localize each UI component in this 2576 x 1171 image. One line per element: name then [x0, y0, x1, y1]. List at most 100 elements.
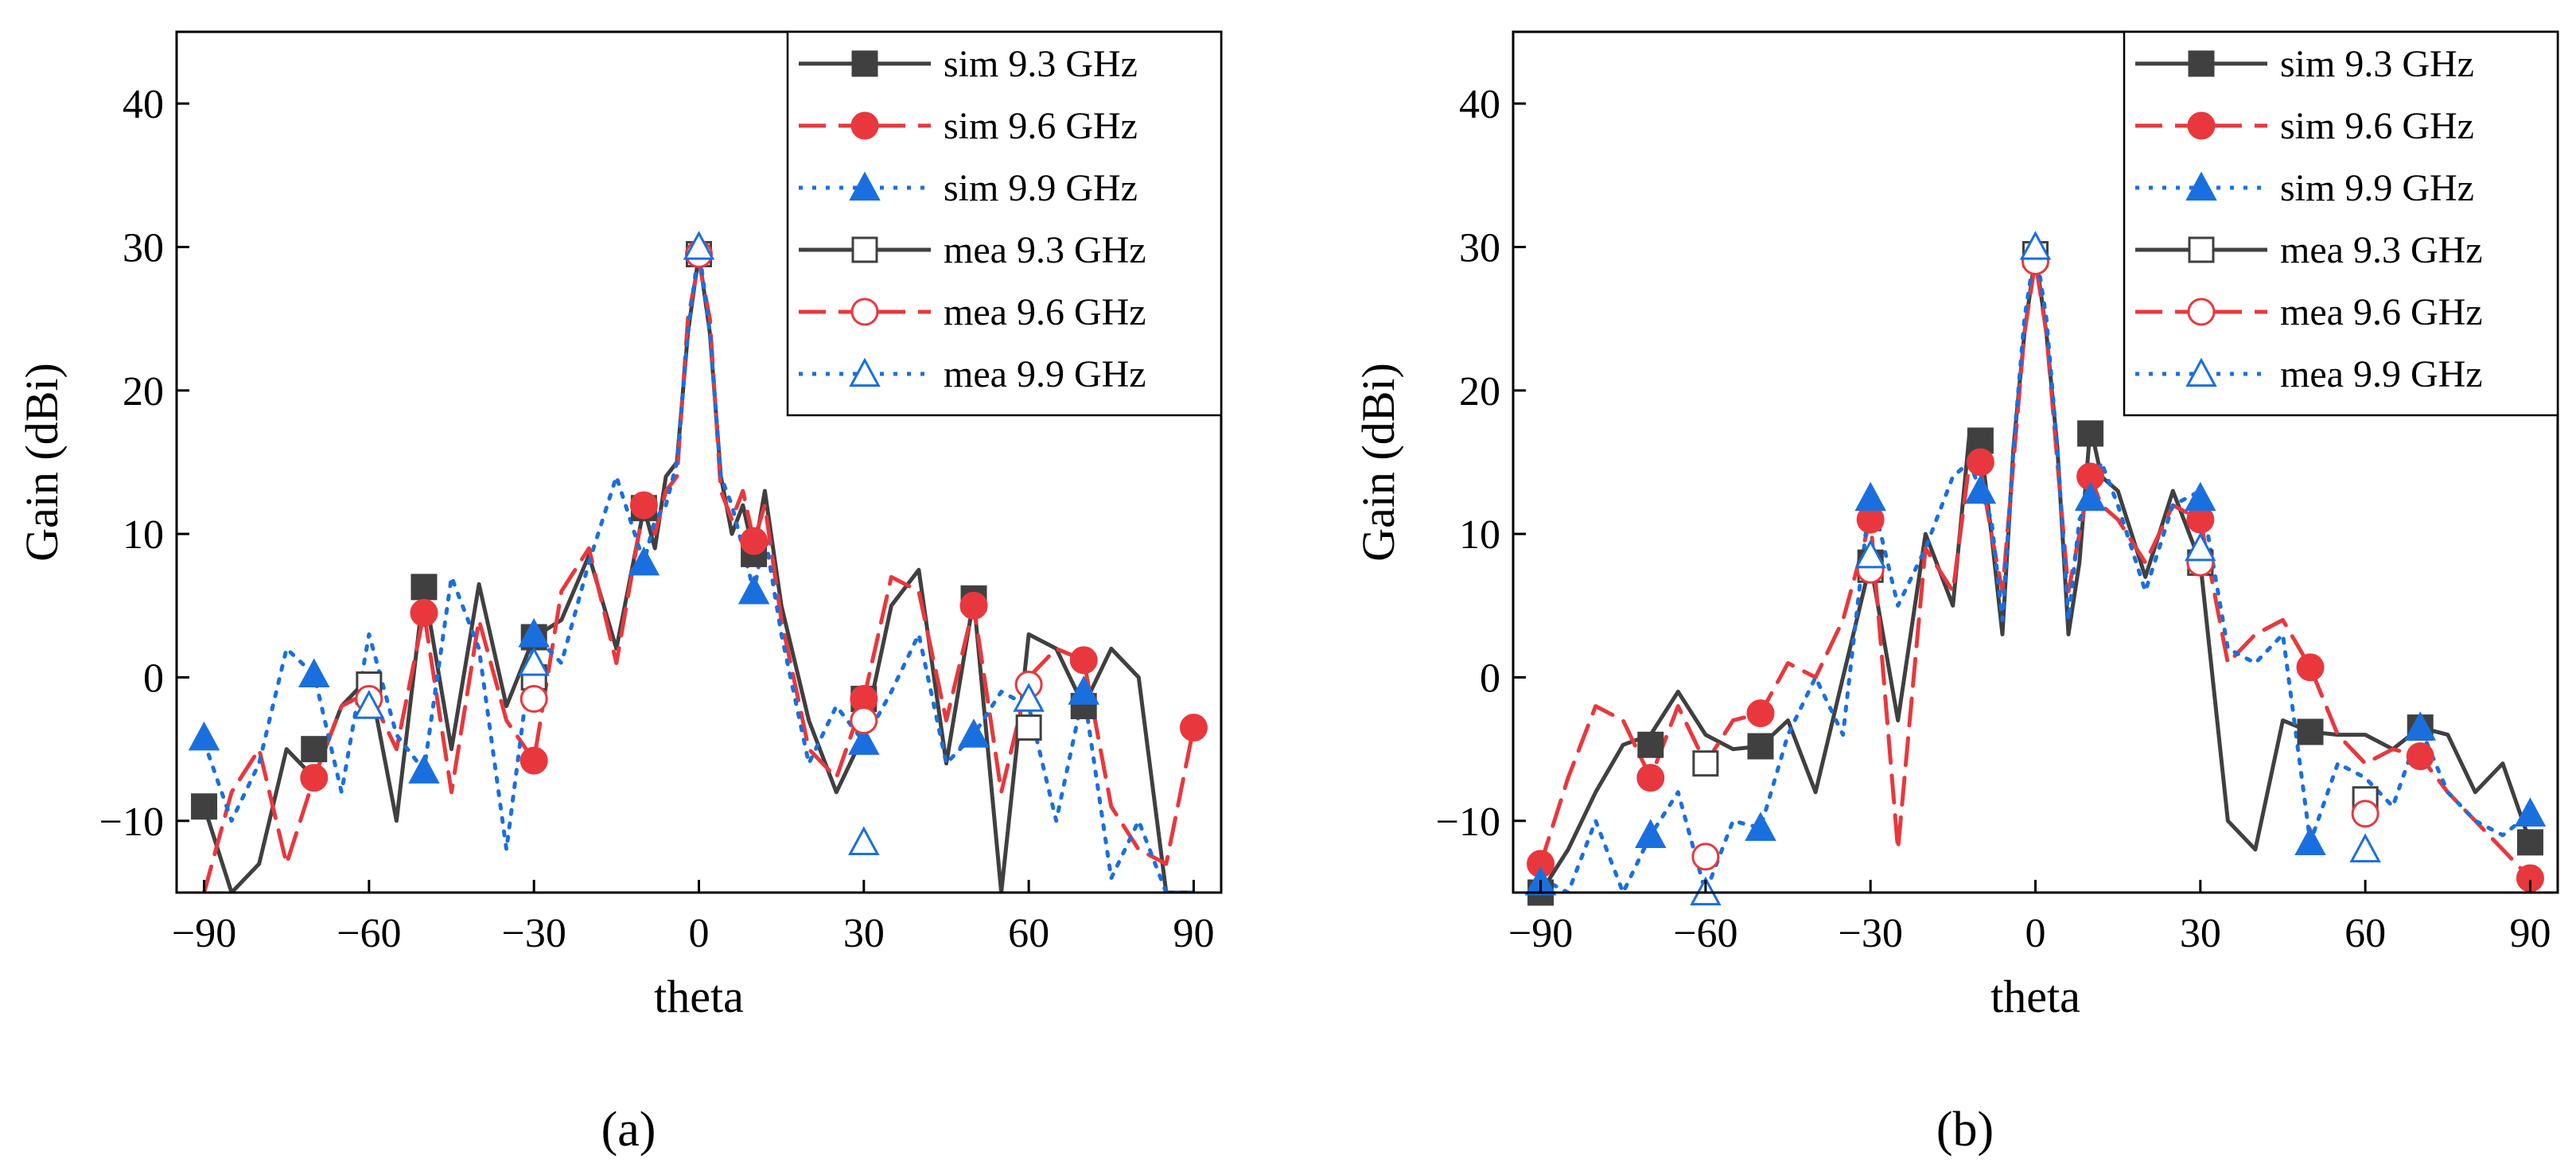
panel-a-marker-s5 — [848, 826, 880, 856]
panel-b-y-tick-label: 10 — [1459, 512, 1500, 558]
panel-a-marker-s1 — [1179, 714, 1208, 742]
panel-b-marker-s1 — [1746, 699, 1775, 728]
panel-b-marker-s2 — [2404, 711, 2437, 741]
panel-b-caption: (b) — [1936, 1103, 1994, 1157]
panel-a-marker-s5 — [353, 690, 385, 719]
panel-b-legend-label: mea 9.9 GHz — [2280, 353, 2483, 395]
panel-b-y-tick-label: 0 — [1480, 656, 1500, 702]
panel-b-series-line-1 — [1539, 259, 2532, 881]
panel-a-marker-s2 — [408, 754, 440, 784]
panel-b-marker-s0 — [1747, 733, 1774, 760]
panel-b-plot: −90 −60 −30 0 30 60 90 −10 0 10 20 30 40 theta Gain (d… — [1352, 30, 2559, 1022]
panel-b-marker-s1 — [1966, 448, 1994, 477]
panel-a-x-tick-label: 60 — [1008, 911, 1049, 956]
panel-b-x-axis-label: theta — [1990, 971, 2080, 1022]
panel-b-y-tick-label: 20 — [1459, 369, 1500, 414]
panel-a-marker-s1 — [410, 598, 438, 627]
panel-a-marker-s5 — [518, 647, 550, 676]
panel-a-marker-s2 — [1068, 675, 1100, 705]
panel-b-marker-s0 — [2077, 420, 2104, 447]
panel-a-marker-s5 — [1013, 683, 1045, 712]
panel-b-marker-s3 — [1692, 750, 1719, 777]
panel-b-marker-s2 — [1634, 819, 1667, 849]
panel-b-x-tick-label: −90 — [1508, 911, 1573, 956]
panel-a-marker-s3 — [1015, 714, 1042, 741]
panel-a-legend-marker — [849, 357, 881, 387]
panel-a-marker-s2 — [737, 574, 770, 605]
panel-a-legend-label: mea 9.9 GHz — [944, 353, 1146, 395]
panel-a-y-tick-label: 0 — [143, 656, 164, 702]
panel-a-y-tick-label: 30 — [123, 226, 164, 271]
panel-a-marker-s0 — [411, 574, 438, 601]
panel-b-x-tick-label: 90 — [2509, 911, 2551, 956]
panel-a-series-line-1 — [202, 259, 1196, 893]
panel-b-legend-marker — [2188, 236, 2215, 263]
panel-a-plot: −90 −60 −30 0 30 60 90 −10 0 10 20 30 40 theta Gain (d… — [16, 30, 1223, 1022]
panel-b-series-line-2 — [1539, 245, 2532, 893]
panel-a-legend-label: mea 9.6 GHz — [944, 291, 1146, 333]
panel-b-legend-label: sim 9.9 GHz — [2280, 167, 2474, 209]
panel-b-marker-s1 — [2296, 653, 2325, 682]
panel-a-legend-label: sim 9.3 GHz — [944, 43, 1138, 85]
panel-b-marker-s2 — [1964, 474, 1997, 504]
panel-b-legend-marker — [2188, 50, 2215, 77]
panel-a-caption: (a) — [601, 1103, 656, 1157]
panel-a-legend-marker — [851, 50, 878, 77]
panel-b-marker-s5 — [2019, 231, 2052, 260]
panel-a-series-line-2 — [202, 245, 1196, 893]
panel-b-y-tick-label: 40 — [1459, 82, 1500, 127]
panel-a-lines — [202, 245, 1196, 893]
panel-b-marker-s2 — [1745, 811, 1776, 842]
panel-b-marker-s0 — [1637, 731, 1664, 758]
panel-a-marker-s1 — [300, 764, 329, 792]
panel-b-marker-s2 — [2294, 826, 2326, 856]
panel-a-marker-s0 — [301, 736, 328, 763]
panel-b-x-tick-label: 60 — [2344, 911, 2386, 956]
panel-a-marker-s4 — [519, 685, 548, 714]
panel-a-x-tick-label: 0 — [689, 911, 710, 956]
panel-b-markers — [1524, 231, 2547, 906]
panel-b-legend-label: sim 9.6 GHz — [2280, 105, 2474, 147]
panel-b-marker-s4 — [1691, 842, 1720, 871]
panel-a-legend-marker — [850, 298, 879, 326]
panel-b-x-tick-label: −30 — [1839, 911, 1903, 956]
panel-a-x-tick-label: 30 — [843, 911, 885, 956]
panel-a-y-tick-label: 10 — [123, 512, 164, 558]
panel-b-marker-s4 — [2351, 799, 2379, 828]
panel-a-marker-s2 — [628, 546, 660, 576]
panel-b-legend-label: mea 9.3 GHz — [2280, 229, 2483, 271]
panel-a-y-tick-label: 40 — [123, 82, 164, 127]
panel-a-marker-s5 — [683, 231, 715, 260]
panel-b-marker-s5 — [1854, 539, 1886, 569]
panel-a-marker-s1 — [959, 591, 988, 620]
panel-b-marker-s2 — [2514, 797, 2547, 827]
panel-a-marker-s4 — [850, 706, 878, 735]
panel-b-marker-s1 — [1636, 764, 1665, 792]
panel-a-x-axis-label: theta — [654, 971, 744, 1022]
panel-a-legend-box — [786, 30, 1223, 417]
panel-b-marker-s2 — [1854, 481, 1886, 512]
panel-b-y-tick-label: 30 — [1459, 226, 1500, 271]
panel-b-y-tick-label: −10 — [1436, 799, 1500, 845]
panel-b-x-tick-label: 30 — [2180, 911, 2221, 956]
panel-b-marker-s5 — [2185, 531, 2216, 562]
panel-a-legend-marker — [851, 236, 878, 263]
panel-b-y-axis-label: Gain (dBi) — [1352, 363, 1404, 562]
panel-a-series-line-0 — [202, 252, 1196, 893]
panel-a-y-tick-label: 20 — [123, 369, 164, 414]
panel-b-legend-marker — [2187, 298, 2216, 326]
panel-b-marker-s2 — [2074, 481, 2107, 512]
panel-a-marker-s2 — [848, 726, 880, 755]
panel-a-y-tick-label: −10 — [99, 799, 164, 845]
panel-b-legend-marker — [2185, 357, 2217, 387]
panel-a-marker-s1 — [740, 527, 769, 555]
panel-a-x-tick-label: −90 — [172, 911, 236, 956]
panel-b-marker-s2 — [2185, 481, 2216, 512]
panel-a-marker-s1 — [1069, 646, 1098, 675]
panel-b-marker-s0 — [2516, 829, 2543, 856]
panel-b-marker-s1 — [2406, 742, 2434, 771]
panel-a-legend-label: mea 9.3 GHz — [944, 229, 1146, 271]
panel-a-marker-s2 — [958, 718, 990, 748]
panel-b-legend-label: sim 9.3 GHz — [2280, 43, 2474, 85]
